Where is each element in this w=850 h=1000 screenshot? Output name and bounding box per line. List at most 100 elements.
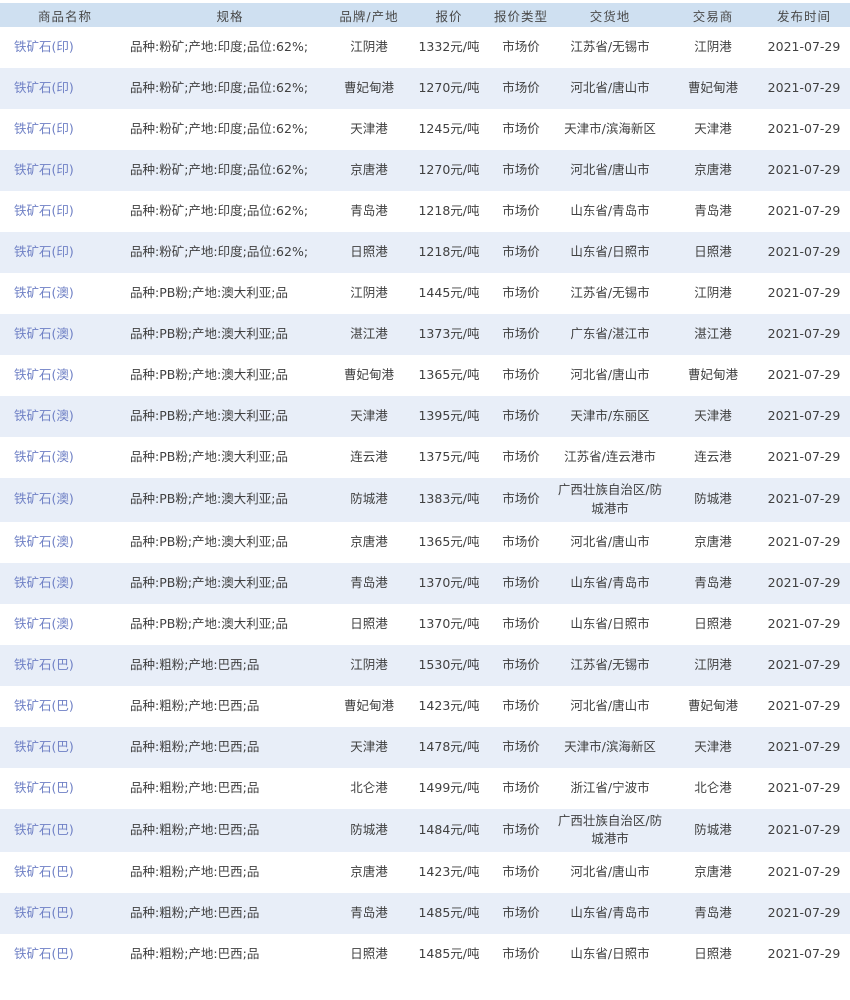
cell-product: 铁矿石(印) — [0, 150, 130, 191]
cell-brand_origin: 青岛港 — [350, 203, 388, 219]
product-link[interactable]: 铁矿石(巴) — [14, 697, 74, 713]
cell-price_type: 市场价 — [502, 121, 540, 137]
cell-price: 1485元/吨 — [418, 905, 480, 921]
product-link[interactable]: 铁矿石(澳) — [14, 574, 74, 590]
product-link[interactable]: 铁矿石(澳) — [14, 615, 74, 631]
cell-delivery_place: 山东省/日照市 — [570, 615, 650, 631]
cell-price_type: 市场价 — [502, 574, 540, 590]
table-body: 铁矿石(印) 品种:粉矿;产地:印度;品位:62%; 江阴港 1332元/吨 市场价 江苏… — [0, 27, 850, 975]
cell-delivery_place: 广西壮族自治区/防城港市 — [557, 482, 663, 516]
cell-trader: 连云港 — [694, 449, 732, 465]
product-link[interactable]: 铁矿石(印) — [14, 39, 74, 55]
cell-brand_origin: 京唐港 — [350, 162, 388, 178]
product-link[interactable]: 铁矿石(巴) — [14, 864, 74, 880]
product-link[interactable]: 铁矿石(印) — [14, 244, 74, 260]
product-link[interactable]: 铁矿石(澳) — [14, 367, 74, 383]
cell-trader: 青岛港 — [694, 905, 732, 921]
cell-trader: 天津港 — [694, 738, 732, 754]
cell-brand_origin: 防城港 — [350, 491, 388, 507]
cell-spec: 品种:PB粉;产地:澳大利亚;品 — [130, 574, 288, 590]
cell-price_type: 市场价 — [502, 408, 540, 424]
table-row: 铁矿石(巴) 品种:粗粉;产地:巴西;品 天津港 1478元/吨 市场价 天津市/滨海新区… — [0, 726, 850, 768]
cell-trader: 京唐港 — [694, 162, 732, 178]
table-row: 铁矿石(澳) 品种:PB粉;产地:澳大利亚;品 天津港 1395元/吨 市场价 天津市/东… — [0, 396, 850, 437]
product-link[interactable]: 铁矿石(澳) — [14, 491, 74, 507]
cell-spec: 品种:PB粉;产地:澳大利亚;品 — [130, 326, 288, 342]
product-link[interactable]: 铁矿石(印) — [14, 162, 74, 178]
cell-brand_origin: 防城港 — [350, 821, 388, 837]
table-row: 铁矿石(澳) 品种:PB粉;产地:澳大利亚;品 京唐港 1365元/吨 市场价 河北省/唐… — [0, 522, 850, 563]
cell-publish_date: 2021-07-29 — [767, 408, 841, 424]
cell-trader: 江阴港 — [694, 656, 732, 672]
cell-product: 铁矿石(巴) — [0, 893, 130, 934]
cell-publish_date: 2021-07-29 — [767, 80, 841, 96]
product-link[interactable]: 铁矿石(印) — [14, 80, 74, 96]
cell-trader: 防城港 — [694, 821, 732, 837]
cell-price_type: 市场价 — [502, 244, 540, 260]
cell-publish_date: 2021-07-29 — [767, 326, 841, 342]
cell-price: 1370元/吨 — [418, 615, 480, 631]
cell-price_type: 市场价 — [502, 326, 540, 342]
cell-spec: 品种:PB粉;产地:澳大利亚;品 — [130, 408, 288, 424]
cell-publish_date: 2021-07-29 — [767, 244, 841, 260]
table-row: 铁矿石(印) 品种:粉矿;产地:印度;品位:62%; 天津港 1245元/吨 市场价 天津… — [0, 109, 850, 150]
cell-price_type: 市场价 — [502, 449, 540, 465]
cell-brand_origin: 青岛港 — [350, 905, 388, 921]
product-link[interactable]: 铁矿石(澳) — [14, 449, 74, 465]
product-link[interactable]: 铁矿石(印) — [14, 121, 74, 137]
table-row: 铁矿石(印) 品种:粉矿;产地:印度;品位:62%; 江阴港 1332元/吨 市场价 江苏… — [0, 27, 850, 68]
cell-price: 1373元/吨 — [418, 326, 480, 342]
cell-delivery_place: 河北省/唐山市 — [570, 80, 650, 96]
cell-trader: 江阴港 — [694, 285, 732, 301]
product-link[interactable]: 铁矿石(澳) — [14, 285, 74, 301]
cell-spec: 品种:PB粉;产地:澳大利亚;品 — [130, 491, 288, 507]
cell-spec: 品种:粗粉;产地:巴西;品 — [130, 656, 260, 672]
cell-brand_origin: 天津港 — [350, 408, 388, 424]
cell-spec: 品种:粉矿;产地:印度;品位:62%; — [130, 162, 309, 178]
cell-price: 1365元/吨 — [418, 533, 480, 549]
cell-delivery_place: 天津市/滨海新区 — [564, 738, 656, 754]
cell-trader: 曹妃甸港 — [687, 697, 738, 713]
product-link[interactable]: 铁矿石(巴) — [14, 905, 74, 921]
cell-price_type: 市场价 — [502, 615, 540, 631]
table-row: 铁矿石(澳) 品种:PB粉;产地:澳大利亚;品 青岛港 1370元/吨 市场价 山东省/青… — [0, 562, 850, 604]
table-row: 铁矿石(巴) 品种:粗粉;产地:巴西;品 京唐港 1423元/吨 市场价 河北省/唐山市 京… — [0, 852, 850, 893]
cell-product: 铁矿石(巴) — [0, 686, 130, 727]
column-header-price: 报价 — [408, 3, 490, 27]
cell-publish_date: 2021-07-29 — [767, 779, 841, 795]
product-link[interactable]: 铁矿石(澳) — [14, 408, 74, 424]
product-link[interactable]: 铁矿石(澳) — [14, 533, 74, 549]
product-link[interactable]: 铁矿石(巴) — [14, 821, 74, 837]
product-link[interactable]: 铁矿石(巴) — [14, 738, 74, 754]
cell-spec: 品种:粉矿;产地:印度;品位:62%; — [130, 80, 309, 96]
cell-price_type: 市场价 — [502, 533, 540, 549]
cell-brand_origin: 日照港 — [350, 244, 388, 260]
cell-publish_date: 2021-07-29 — [767, 491, 841, 507]
cell-price: 1383元/吨 — [418, 491, 480, 507]
cell-product: 铁矿石(印) — [0, 232, 130, 273]
product-link[interactable]: 铁矿石(澳) — [14, 326, 74, 342]
product-link[interactable]: 铁矿石(巴) — [14, 656, 74, 672]
cell-publish_date: 2021-07-29 — [767, 864, 841, 880]
product-link[interactable]: 铁矿石(印) — [14, 203, 74, 219]
column-header-product: 商品名称 — [0, 3, 130, 27]
table-row: 铁矿石(澳) 品种:PB粉;产地:澳大利亚;品 防城港 1383元/吨 市场价 广西壮族自… — [0, 478, 850, 522]
table-row: 铁矿石(巴) 品种:粗粉;产地:巴西;品 防城港 1484元/吨 市场价 广西壮族自治区/… — [0, 808, 850, 853]
cell-price_type: 市场价 — [502, 864, 540, 880]
cell-delivery_place: 河北省/唐山市 — [570, 864, 650, 880]
cell-publish_date: 2021-07-29 — [767, 697, 841, 713]
cell-spec: 品种:粗粉;产地:巴西;品 — [130, 738, 260, 754]
product-link[interactable]: 铁矿石(巴) — [14, 946, 74, 962]
cell-delivery_place: 山东省/日照市 — [570, 244, 650, 260]
cell-price: 1445元/吨 — [418, 285, 480, 301]
cell-spec: 品种:PB粉;产地:澳大利亚;品 — [130, 615, 288, 631]
product-link[interactable]: 铁矿石(巴) — [14, 779, 74, 795]
cell-delivery_place: 天津市/滨海新区 — [564, 121, 656, 137]
cell-trader: 曹妃甸港 — [687, 367, 738, 383]
cell-trader: 京唐港 — [694, 533, 732, 549]
cell-product: 铁矿石(澳) — [0, 273, 130, 314]
cell-delivery_place: 江苏省/无锡市 — [570, 39, 650, 55]
cell-product: 铁矿石(巴) — [0, 852, 130, 893]
cell-brand_origin: 曹妃甸港 — [343, 697, 394, 713]
cell-product: 铁矿石(巴) — [0, 809, 130, 853]
